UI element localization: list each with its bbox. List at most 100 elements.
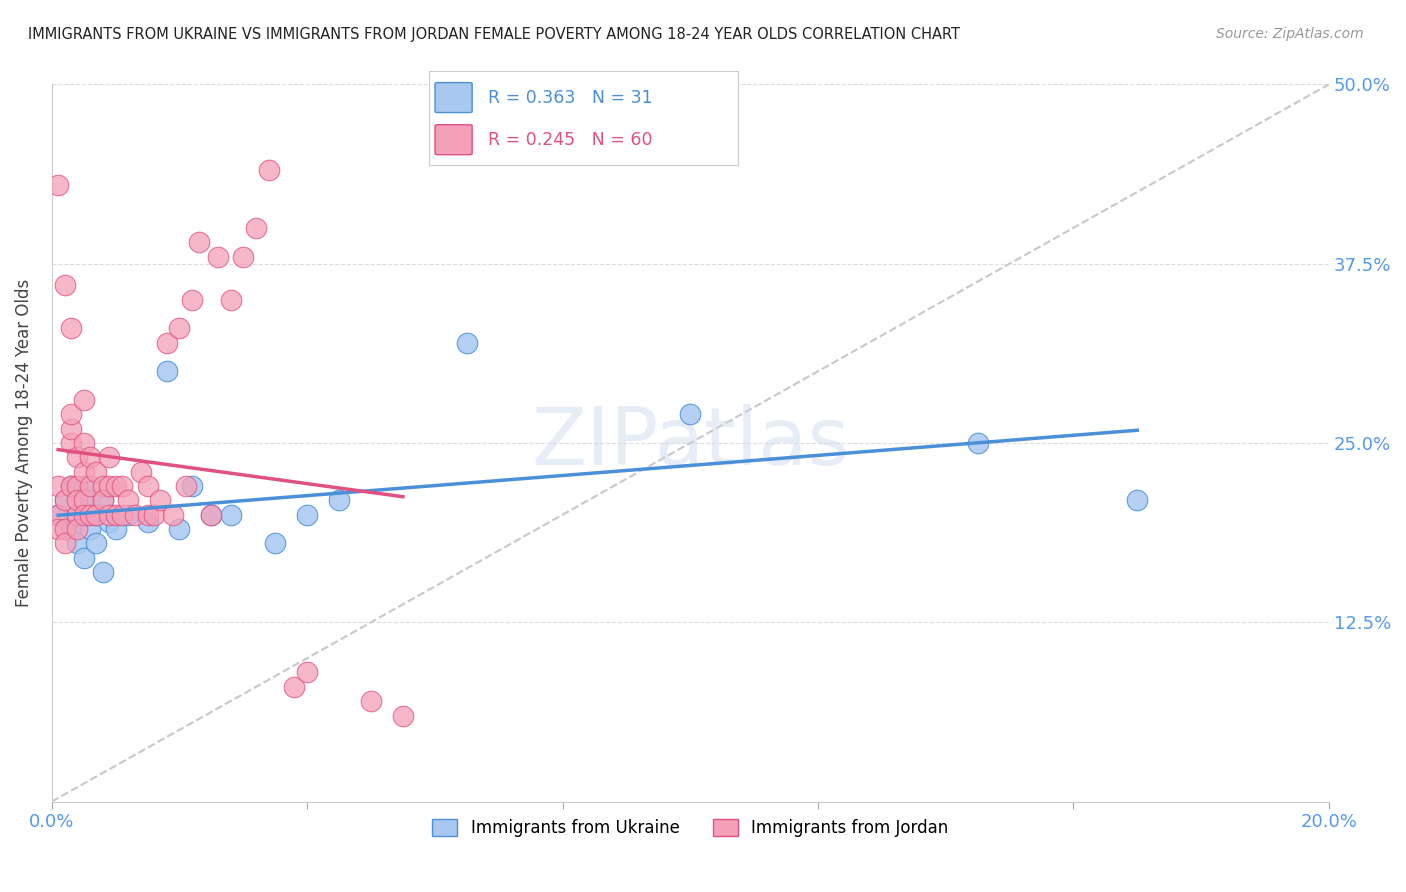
Text: R = 0.363   N = 31: R = 0.363 N = 31	[488, 88, 652, 106]
Point	[169, 522, 191, 536]
Point	[679, 407, 702, 421]
Point	[59, 422, 82, 436]
Point	[73, 465, 96, 479]
Point	[207, 250, 229, 264]
Point	[53, 536, 76, 550]
Point	[187, 235, 209, 250]
Point	[219, 293, 242, 307]
Point	[360, 694, 382, 708]
Y-axis label: Female Poverty Among 18-24 Year Olds: Female Poverty Among 18-24 Year Olds	[15, 279, 32, 607]
Point	[98, 450, 121, 465]
Point	[264, 536, 287, 550]
Point	[98, 515, 121, 529]
Point	[245, 220, 267, 235]
Point	[86, 465, 108, 479]
Point	[232, 250, 254, 264]
Point	[142, 508, 165, 522]
Point	[73, 392, 96, 407]
Point	[46, 508, 69, 522]
Point	[79, 450, 101, 465]
Point	[117, 493, 139, 508]
Point	[86, 508, 108, 522]
Point	[200, 508, 222, 522]
Point	[46, 522, 69, 536]
Point	[136, 515, 159, 529]
Point	[156, 364, 179, 378]
Point	[66, 493, 89, 508]
Point	[66, 522, 89, 536]
Point	[53, 278, 76, 293]
Point	[53, 493, 76, 508]
Point	[1126, 493, 1149, 508]
Text: ZIPatlas: ZIPatlas	[531, 404, 849, 482]
Point	[66, 450, 89, 465]
Point	[111, 508, 134, 522]
Text: IMMIGRANTS FROM UKRAINE VS IMMIGRANTS FROM JORDAN FEMALE POVERTY AMONG 18-24 YEA: IMMIGRANTS FROM UKRAINE VS IMMIGRANTS FR…	[28, 27, 960, 42]
Point	[59, 479, 82, 493]
Text: Source: ZipAtlas.com: Source: ZipAtlas.com	[1216, 27, 1364, 41]
Point	[73, 508, 96, 522]
Point	[98, 479, 121, 493]
Point	[392, 708, 415, 723]
Point	[86, 536, 108, 550]
FancyBboxPatch shape	[434, 125, 472, 154]
Point	[59, 321, 82, 335]
Point	[257, 163, 280, 178]
Point	[328, 493, 350, 508]
Point	[124, 508, 146, 522]
Point	[295, 508, 318, 522]
Point	[53, 522, 76, 536]
Point	[46, 508, 69, 522]
Point	[174, 479, 197, 493]
Point	[73, 436, 96, 450]
Point	[117, 508, 139, 522]
Point	[53, 493, 76, 508]
Point	[79, 479, 101, 493]
Point	[66, 536, 89, 550]
Point	[79, 508, 101, 522]
Point	[295, 665, 318, 680]
Point	[46, 479, 69, 493]
Point	[149, 493, 172, 508]
Point	[66, 508, 89, 522]
Point	[66, 479, 89, 493]
Point	[219, 508, 242, 522]
Text: R = 0.245   N = 60: R = 0.245 N = 60	[488, 131, 652, 149]
Point	[91, 493, 114, 508]
Point	[46, 178, 69, 192]
Point	[59, 407, 82, 421]
Point	[111, 479, 134, 493]
Point	[200, 508, 222, 522]
Point	[156, 335, 179, 350]
FancyBboxPatch shape	[434, 83, 472, 112]
Point	[129, 465, 152, 479]
Point	[98, 508, 121, 522]
Point	[79, 522, 101, 536]
Point	[169, 321, 191, 335]
Point	[59, 436, 82, 450]
Point	[104, 508, 127, 522]
Point	[104, 479, 127, 493]
Point	[91, 493, 114, 508]
Point	[79, 493, 101, 508]
Point	[73, 493, 96, 508]
Point	[283, 680, 305, 694]
Point	[162, 508, 184, 522]
Legend: Immigrants from Ukraine, Immigrants from Jordan: Immigrants from Ukraine, Immigrants from…	[426, 812, 955, 844]
Point	[66, 508, 89, 522]
Point	[73, 508, 96, 522]
Point	[73, 479, 96, 493]
Point	[86, 508, 108, 522]
Point	[91, 479, 114, 493]
Point	[91, 565, 114, 579]
Point	[181, 479, 204, 493]
Point	[59, 479, 82, 493]
Point	[181, 293, 204, 307]
Point	[456, 335, 478, 350]
Point	[59, 522, 82, 536]
Point	[966, 436, 988, 450]
Point	[136, 479, 159, 493]
Point	[104, 522, 127, 536]
Point	[73, 550, 96, 565]
Point	[136, 508, 159, 522]
